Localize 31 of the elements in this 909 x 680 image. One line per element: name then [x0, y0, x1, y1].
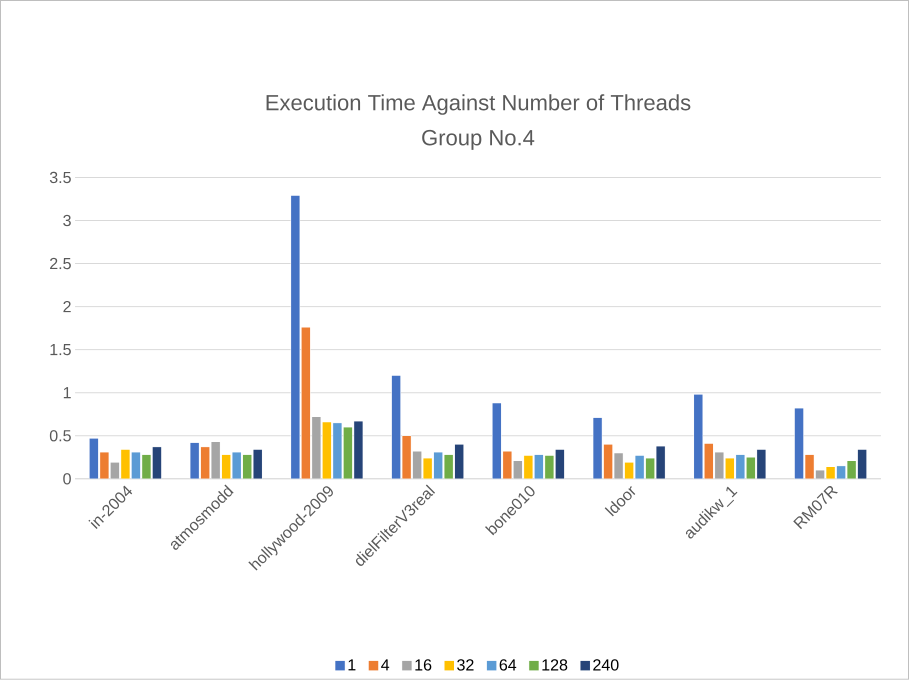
- y-tick-label: 0.5: [50, 430, 71, 442]
- bar: [656, 446, 666, 479]
- bar: [343, 427, 353, 479]
- y-tick-label: 0: [63, 473, 71, 485]
- bar: [354, 420, 364, 479]
- legend-label: 32: [457, 659, 474, 671]
- y-tick-label: 2: [63, 301, 71, 312]
- y-tick-label: 1.5: [50, 344, 71, 356]
- legend-label: 1: [348, 659, 356, 670]
- y-tick-label: 2.5: [50, 258, 71, 270]
- bar: [645, 458, 655, 479]
- bar: [555, 449, 565, 479]
- bar: [746, 457, 756, 479]
- y-tick-label: 3.5: [50, 172, 71, 184]
- bar: [846, 460, 856, 479]
- legend-label: 16: [415, 659, 432, 671]
- bar: [454, 444, 464, 479]
- chart-subtitle: Group No.4: [422, 130, 534, 150]
- legend-label: 128: [542, 659, 568, 671]
- y-tick-label: 1: [64, 387, 71, 398]
- bar: [857, 449, 867, 479]
- y-tick-label: 3: [63, 214, 71, 226]
- chart-title: Execution Time Against Number of Threads: [266, 94, 690, 115]
- legend-label: 240: [593, 659, 619, 671]
- bar: [756, 449, 766, 479]
- bar: [444, 454, 454, 479]
- bar: [544, 455, 554, 479]
- bar: [252, 449, 262, 479]
- legend-label: 64: [500, 659, 516, 671]
- legend-label: 4: [381, 659, 390, 670]
- bar: [242, 454, 252, 479]
